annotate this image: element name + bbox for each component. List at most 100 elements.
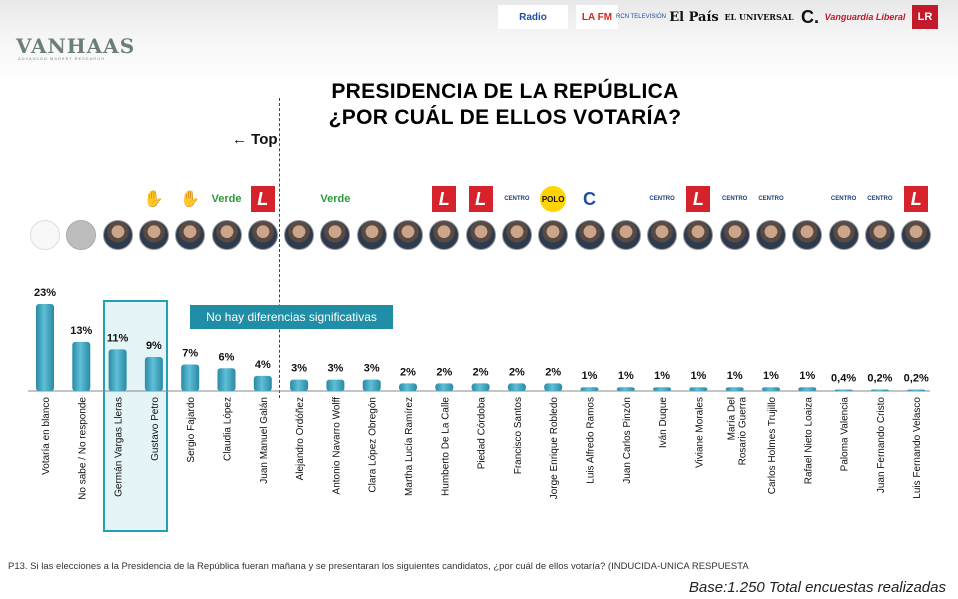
media-logo-c: C.	[801, 6, 819, 27]
category-label-23: Paloma Valencia	[840, 397, 851, 472]
header-band	[0, 0, 958, 86]
category-label-14: Francisco Santos	[513, 397, 524, 474]
category-label-2: No sabe / No responde	[77, 397, 88, 500]
question-footnote: P13. Si las elecciones a la Presidencia …	[8, 561, 749, 572]
category-label-21: Carlos Holmes Trujillo	[767, 397, 778, 495]
bar-15	[544, 383, 563, 391]
bar-19	[689, 387, 708, 391]
category-label-18: Iván Duque	[658, 397, 669, 449]
candidate-avatar-6	[211, 220, 242, 250]
candidate-avatar-13	[465, 220, 496, 250]
candidate-avatar-3	[102, 220, 133, 250]
centro-democratico-logo-icon: CENTRO	[827, 186, 860, 212]
bar-24	[870, 389, 889, 391]
partido-liberal-logo-icon: L	[250, 186, 275, 212]
data-label-22: 1%	[799, 370, 815, 382]
data-label-1: 23%	[34, 287, 56, 299]
bar-18	[653, 387, 672, 391]
data-label-25: 0,2%	[904, 373, 929, 385]
data-label-14: 2%	[509, 366, 525, 378]
data-label-16: 1%	[582, 370, 598, 382]
candidate-avatar-18	[647, 220, 678, 250]
category-label-6: Claudia López	[223, 397, 234, 461]
top-nav-link[interactable]: ← Top	[232, 131, 278, 148]
data-label-15: 2%	[545, 366, 561, 378]
bar-21	[762, 387, 780, 391]
centro-democratico-logo-icon: CENTRO	[500, 186, 533, 212]
category-label-8: Alejandro Ordóñez	[295, 397, 306, 480]
candidate-avatar-22	[792, 220, 823, 250]
bar-25	[907, 389, 926, 391]
data-label-13: 2%	[473, 366, 489, 378]
candidate-avatar-16	[574, 220, 605, 250]
brand-tagline: ADVANCED MARKET RESEARCH	[18, 56, 105, 61]
media-logo-radio: Radio	[498, 5, 568, 29]
candidate-avatar-8	[284, 220, 315, 250]
chart-title-line2: ¿POR CUÁL DE ELLOS VOTARÍA?	[328, 106, 682, 129]
data-label-9: 3%	[327, 363, 343, 375]
bar-20	[725, 387, 744, 391]
media-logo-lafm: LA FM	[576, 5, 618, 29]
category-label-10: Clara López Obregón	[368, 397, 379, 493]
candidate-avatar-10	[356, 220, 387, 250]
partido-conservador-logo-icon: C	[573, 186, 606, 212]
sample-base: Base:1.250 Total encuestas realizadas	[688, 579, 946, 596]
candidate-avatar-5	[175, 220, 206, 250]
data-label-3: 11%	[107, 332, 129, 344]
category-label-4: Gustavo Petro	[150, 397, 161, 461]
candidate-avatar-24	[864, 220, 895, 250]
bar-1	[36, 304, 54, 391]
category-label-3: Germán Vargas Lleras	[114, 397, 125, 497]
data-label-2: 13%	[70, 325, 92, 337]
category-label-12: Humberto De La Calle	[440, 397, 451, 496]
category-label-11: Martha Lucía Ramírez	[404, 397, 415, 496]
chart-title-line1: PRESIDENCIA DE LA REPÚBLICA	[331, 80, 679, 103]
compromiso-ciudadano-logo-icon: ✋	[137, 186, 170, 212]
candidate-avatar-23	[828, 220, 859, 250]
bar-12	[435, 383, 454, 391]
data-label-11: 2%	[400, 366, 416, 378]
category-label-20: María DelRosario Guerra	[727, 397, 749, 466]
candidate-avatar-12	[429, 220, 460, 250]
partido-verde-logo-icon: Verde	[319, 186, 352, 212]
candidate-avatar-21	[756, 220, 786, 250]
candidate-avatar-11	[393, 220, 423, 250]
media-logo-lr: LR	[912, 5, 938, 29]
partido-liberal-logo-icon: L	[904, 186, 929, 212]
data-label-24: 0,2%	[867, 373, 892, 385]
bar-11	[399, 383, 417, 391]
bar-22	[798, 387, 817, 391]
centro-democratico-logo-icon: CENTRO	[718, 186, 751, 212]
bar-13	[471, 383, 490, 391]
candidate-avatar-25	[901, 220, 932, 250]
data-label-6: 6%	[219, 351, 235, 363]
bar-16	[580, 387, 599, 391]
data-label-4: 9%	[146, 340, 162, 352]
data-label-18: 1%	[654, 370, 670, 382]
category-label-17: Juan Carlos Pinzón	[622, 397, 633, 484]
data-label-5: 7%	[182, 348, 198, 360]
category-label-13: Piedad Córdoba	[477, 397, 488, 470]
media-logos: Radio LA FM RCN TELEVISIÓN El País EL UN…	[498, 2, 950, 30]
divider-line	[279, 98, 280, 398]
candidate-avatar-15	[538, 220, 569, 250]
candidate-avatar-14	[501, 220, 532, 250]
partido-liberal-logo-icon: L	[432, 186, 457, 212]
bar-7	[253, 375, 272, 391]
data-label-17: 1%	[618, 370, 634, 382]
centro-democratico-logo-icon: CENTRO	[863, 186, 896, 212]
category-label-22: Rafael Nieto Loaiza	[803, 397, 814, 485]
bar-3	[108, 349, 127, 391]
data-label-8: 3%	[291, 363, 307, 375]
callout-no-differences: No hay diferencias significativas	[190, 305, 393, 329]
centro-democratico-logo-icon: CENTRO	[646, 186, 679, 212]
category-label-16: Luis Alfredo Ramos	[586, 397, 597, 484]
data-label-19: 1%	[690, 370, 706, 382]
partido-liberal-logo-icon: L	[686, 186, 711, 212]
bar-17	[616, 387, 635, 391]
media-logo-el-pais: El País	[669, 9, 719, 25]
category-label-15: Jorge Enrique Robledo	[549, 397, 560, 500]
media-logo-vanguardia: Vanguardia Liberal	[824, 12, 906, 22]
placeholder-circle-icon	[66, 220, 97, 250]
centro-democratico-logo-icon: CENTRO	[755, 186, 787, 212]
